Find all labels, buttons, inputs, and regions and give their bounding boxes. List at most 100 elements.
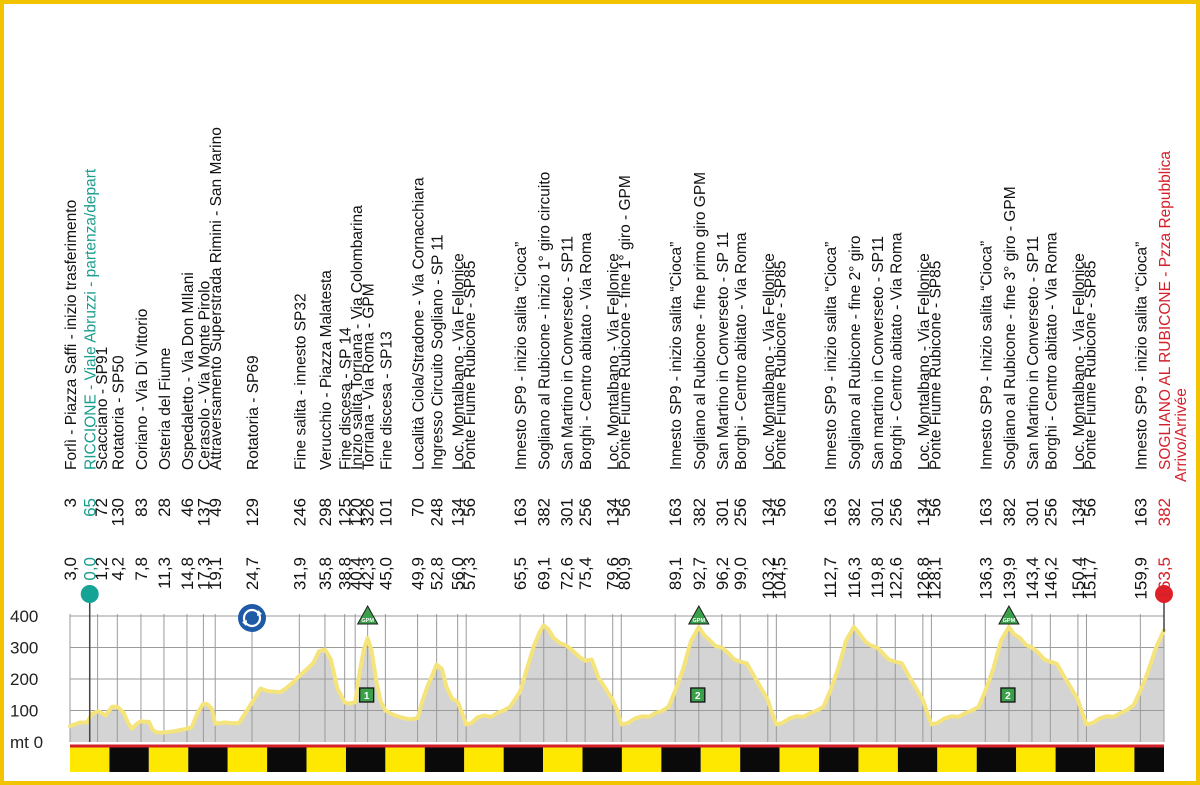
checkpoint-distance: 65,5	[511, 557, 530, 590]
profile-area	[70, 625, 1164, 742]
sprint-box-label: 2	[1005, 691, 1011, 702]
checkpoint-distance: 17,3	[194, 557, 213, 590]
checkpoint-altitude: 256	[576, 498, 595, 526]
checkpoint-description: Cerasolo - Via Monte Pirolo	[196, 281, 213, 470]
checkpoint-description: Ponte Fiume Rubicone - SP85	[927, 261, 944, 470]
start-marker	[80, 585, 99, 603]
checkpoint-distance: 116,3	[845, 557, 864, 598]
km-bar-segment	[819, 746, 859, 772]
checkpoint-distance: 72,6	[558, 557, 577, 590]
checkpoint-description: San Martino in Converseto - SP 11	[715, 232, 732, 470]
checkpoint-altitude: 246	[290, 498, 309, 526]
checkpoint-distance: 159,9	[1131, 557, 1150, 600]
checkpoint-description: Attraversamento Superstrada Rimini - San…	[208, 127, 225, 470]
checkpoint-distance: 150,4	[1069, 557, 1088, 600]
checkpoint-description: Inizio salita Torriana - Via Colombarina	[349, 205, 366, 470]
checkpoint-distance: 119,8	[868, 557, 887, 598]
checkpoint-description: Ponte Fiume Rubicone - SP85	[1082, 261, 1099, 470]
checkpoint-distance: 103,2	[759, 557, 778, 600]
checkpoint-description: Innesto SP9 - inizio salita “Cioca”	[1133, 242, 1150, 470]
checkpoint-distance: 146,2	[1041, 557, 1060, 600]
checkpoint-description: San martino in Converseto - SP11	[870, 236, 887, 470]
km-bar-segment	[740, 746, 780, 772]
checkpoint-distance: 122,6	[886, 557, 905, 600]
checkpoint-distance: 151,7	[1080, 557, 1099, 600]
checkpoint-distance: 128,1	[925, 557, 944, 600]
checkpoint-distance: 139,9	[1000, 557, 1019, 600]
km-bar-segment	[543, 746, 583, 772]
checkpoint-description: Borghi - Centro abitato - Via Roma	[733, 232, 750, 470]
checkpoint-altitude: 163	[1131, 498, 1150, 526]
checkpoint-altitude: 101	[376, 498, 395, 526]
checkpoint-description: Coriano - Via Di Vittorio	[134, 309, 151, 470]
checkpoint-distance: 143,4	[1023, 557, 1042, 600]
checkpoint-altitude: 301	[713, 498, 732, 526]
checkpoint-distance: 1,2	[92, 557, 111, 581]
checkpoint-distance: 163,5	[1155, 557, 1174, 600]
checkpoint-description: Innesto SP9 - inizio salita “Cioca”	[668, 242, 685, 470]
checkpoint-description: Loc. Montalbano - Via Fellonice	[1071, 253, 1088, 470]
checkpoint-description: Forlì - Piazza Saffi - inizio trasferime…	[63, 200, 80, 470]
gpm-marker	[687, 604, 710, 625]
km-bar-segment	[424, 746, 465, 772]
gpm-marker	[998, 604, 1020, 625]
checkpoint-altitude: 49	[206, 498, 225, 517]
checkpoint-description: Sogliano al Rubicone - fine 2° giro	[847, 235, 864, 470]
checkpoint-distance: 56,0	[449, 557, 468, 590]
checkpoint-description: Fine salita - innesto SP32	[292, 293, 309, 470]
checkpoint-description: Ingresso Circuito Sogliano - SP 11	[430, 235, 447, 471]
checkpoint-altitude: 134	[604, 498, 623, 526]
checkpoint-altitude: 46	[178, 498, 197, 517]
checkpoint-altitude: 301	[1023, 498, 1042, 526]
checkpoint-description: Fine discesa - SP13	[378, 331, 395, 470]
checkpoint-distance: 24,7	[243, 557, 262, 590]
checkpoint-altitude: 163	[976, 498, 995, 526]
checkpoint-altitude: 130	[108, 498, 127, 526]
checkpoint-altitude: 134	[759, 498, 778, 526]
checkpoint-distance: 11,3	[155, 557, 174, 589]
checkpoint-description: Innesto SP9 - Inizio salita “Cioca”	[978, 241, 995, 470]
km-bar-segment	[1095, 746, 1135, 772]
checkpoint-distance: 126,8	[914, 557, 933, 600]
checkpoint-altitude: 137	[194, 498, 213, 526]
sprint-box-label: 1	[364, 691, 370, 702]
checkpoint-altitude: 134	[449, 498, 468, 526]
checkpoint-distance: 57,3	[460, 557, 479, 590]
checkpoint-description: Ponte Fiume Rubicone - fine 1° giro - GP…	[617, 175, 634, 470]
km-bar-segment	[267, 746, 307, 772]
km-bar-segment	[1016, 746, 1056, 772]
roundabout-icon-ring	[242, 608, 262, 628]
checkpoint-description: Loc. Montalbano - Via Fellonice	[451, 253, 468, 470]
checkpoint-description: Innesto SP9 - inizio salita “Cioca”	[513, 242, 530, 470]
checkpoint-altitude: 70	[409, 498, 428, 517]
sprint-box	[690, 687, 706, 703]
checkpoint-distance: 49,9	[409, 557, 428, 590]
km-bar-segment	[188, 746, 228, 772]
km-bar-segment	[148, 746, 189, 772]
km-bar-segment	[1134, 746, 1164, 772]
checkpoint-altitude: 28	[155, 498, 174, 517]
checkpoint-altitude: 125	[336, 498, 355, 526]
checkpoint-altitude: 56	[1080, 498, 1099, 517]
checkpoint-description: Loc. Montalbano - Via Fellonice	[606, 253, 623, 470]
checkpoint-distance: 38,8	[336, 557, 355, 590]
sprint-box	[1000, 687, 1016, 703]
checkpoint-distance: 45,0	[376, 557, 395, 590]
checkpoint-distance: 80,9	[615, 557, 634, 590]
checkpoint-altitude: 248	[428, 498, 447, 526]
gpm-marker-label: GPM	[361, 618, 374, 624]
km-bar-segment	[227, 746, 268, 772]
checkpoint-altitude: 382	[845, 498, 864, 526]
km-bar-segment	[779, 746, 820, 772]
checkpoint-description: Osteria del Fiume	[157, 348, 174, 470]
checkpoint-altitude: 56	[925, 498, 944, 517]
checkpoint-altitude: 56	[615, 498, 634, 517]
checkpoint-altitude: 298	[316, 498, 335, 526]
checkpoint-distance: 75,4	[576, 557, 595, 590]
checkpoint-altitude: 163	[511, 498, 530, 526]
checkpoint-description: Sogliano al Rubicone - fine 3° giro - GP…	[1002, 186, 1019, 470]
checkpoint-description: Loc. Montalbano - Via Fellonice	[916, 253, 933, 470]
checkpoint-altitude: 120	[347, 498, 366, 526]
checkpoint-distance: 7,8	[132, 557, 151, 581]
